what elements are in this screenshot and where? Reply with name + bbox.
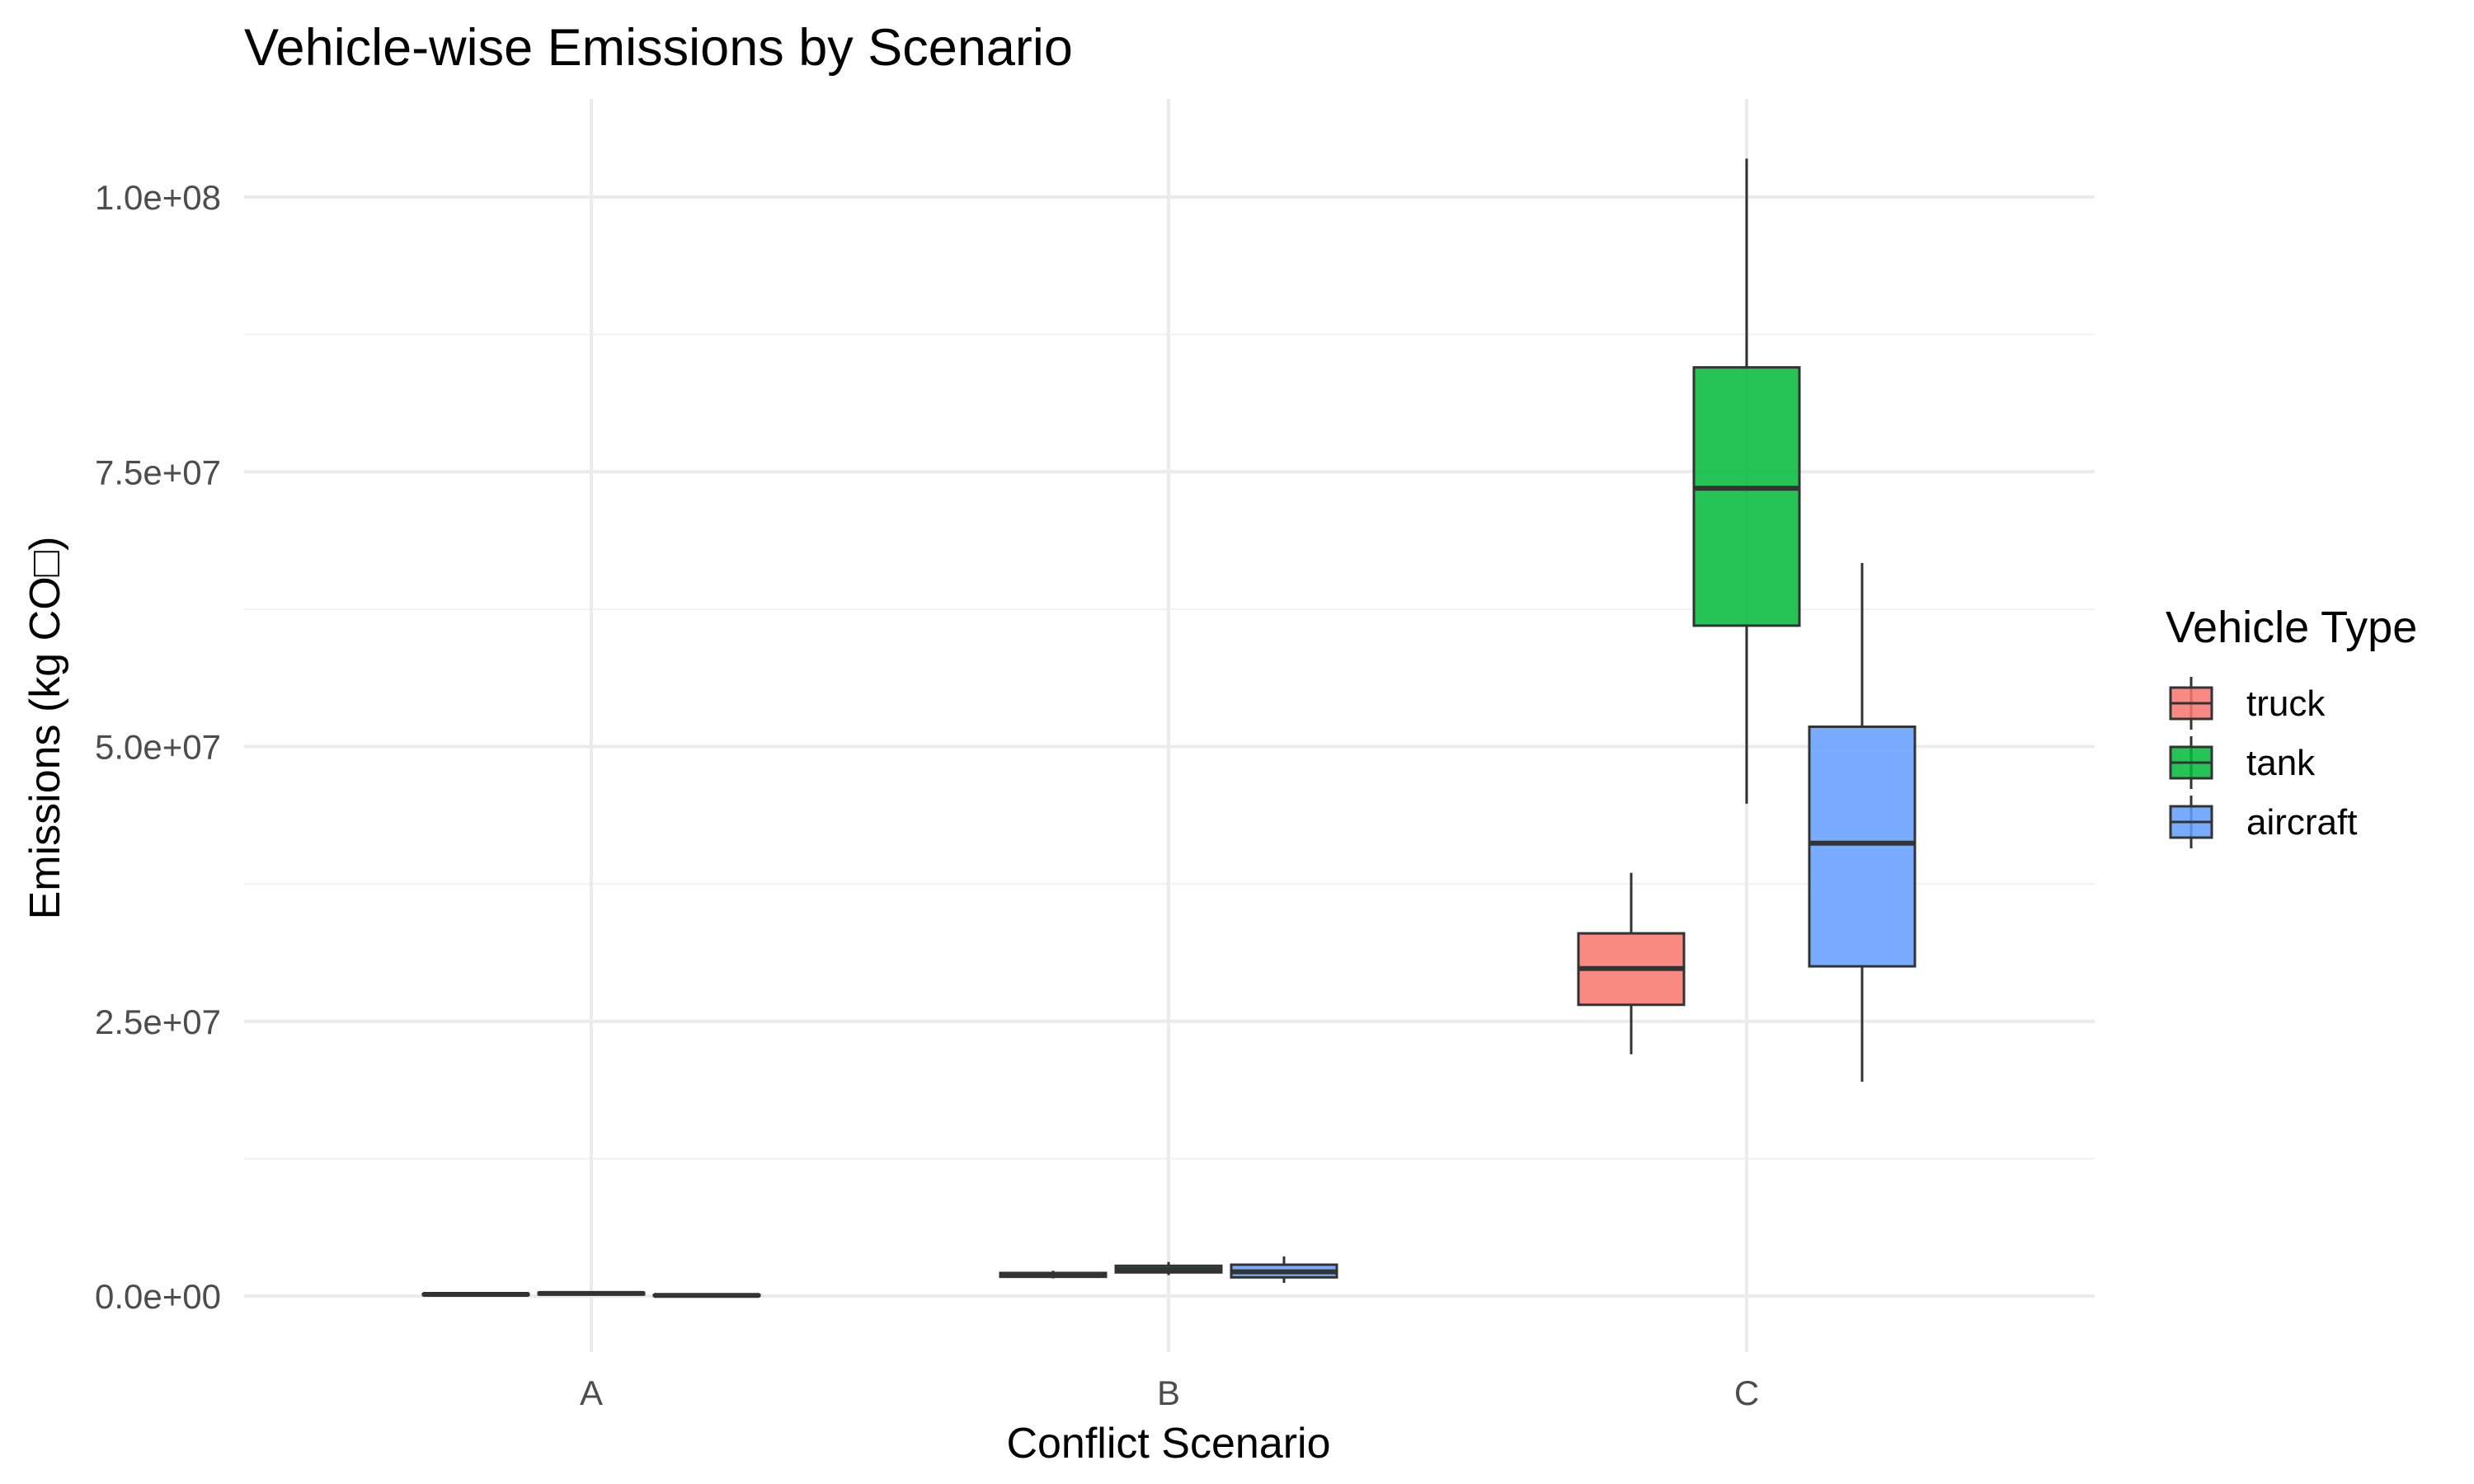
x-axis-title: Conflict Scenario [1006,1420,1330,1468]
y-tick-label: 0.0e+00 [95,1277,221,1316]
x-tick-label: C [1734,1374,1759,1412]
box-aircraft-B [1230,1256,1338,1284]
legend-item-tank: tank [2169,736,2316,789]
x-tick-label: B [1157,1374,1180,1412]
boxplots [421,158,1917,1298]
y-axis-ticks: 0.0e+00 2.5e+07 5.0e+07 7.5e+07 1.0e+08 [95,178,221,1316]
box-tank-B [1114,1261,1223,1275]
box-body [1692,366,1801,627]
grid [244,99,2095,1352]
legend-title: Vehicle Type [2166,603,2417,652]
y-tick-label: 2.5e+07 [95,1003,221,1041]
box-truck-C [1577,872,1686,1054]
y-tick-label: 1.0e+08 [95,178,221,217]
legend-item-truck: truck [2169,677,2326,730]
x-axis-ticks: A B C [580,1374,1759,1412]
y-tick-label: 7.5e+07 [95,453,221,491]
legend-label: aircraft [2246,802,2357,843]
chart-title: Vehicle-wise Emissions by Scenario [244,19,1073,77]
box-tank-C [1692,158,1801,804]
x-tick-label: A [580,1374,603,1412]
legend: Vehicle Type truck tank aircraft [2166,603,2417,848]
box-truck-B [999,1270,1108,1279]
y-tick-label: 5.0e+07 [95,728,221,767]
legend-label: tank [2246,743,2316,783]
box-body [1808,726,1917,968]
box-tank-A [537,1290,646,1296]
box-aircraft-A [652,1293,761,1298]
legend-label: truck [2246,683,2326,724]
box-truck-A [421,1292,530,1298]
legend-item-aircraft: aircraft [2169,796,2357,848]
y-axis-title: Emissions (kg CO□) [21,537,69,920]
box-aircraft-C [1808,562,1917,1082]
